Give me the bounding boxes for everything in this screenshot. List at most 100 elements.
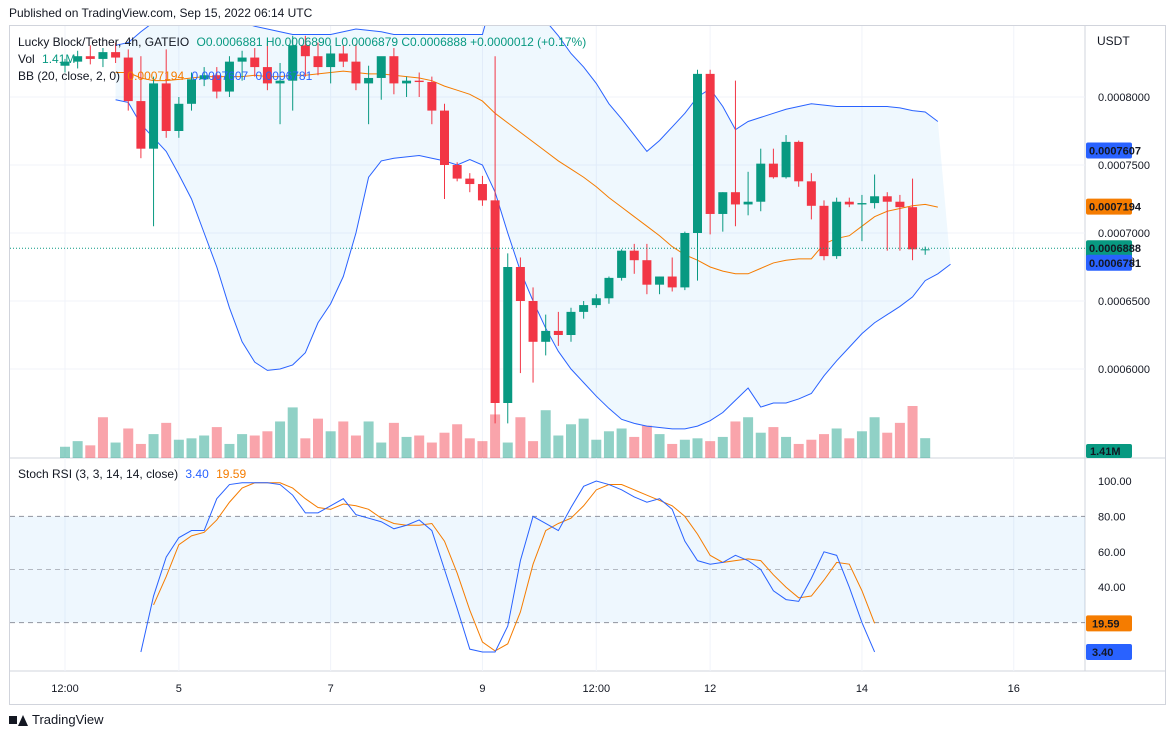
candle-body: [224, 61, 234, 92]
candle-body: [895, 201, 905, 208]
bb-basis-value: 0.0007194: [127, 69, 185, 83]
candle-body: [705, 73, 715, 214]
bb-legend: BB (20, close, 2, 0) 0.0007194 0.0007607…: [18, 68, 316, 84]
volume-bar: [692, 438, 703, 458]
volume-bar: [490, 414, 501, 458]
volume-bar: [743, 417, 754, 458]
volume-bar: [72, 441, 83, 458]
volume-bar: [894, 422, 905, 458]
time-tick-label: 5: [176, 683, 182, 695]
volume-bar: [667, 443, 678, 458]
chart-frame[interactable]: 0.0008000 0.0007500 0.0007000 0.0006500 0.00…: [9, 25, 1166, 705]
candle-body: [376, 56, 386, 78]
candle-body: [123, 57, 133, 102]
volume-bar: [755, 432, 766, 458]
volume-bar: [717, 436, 728, 458]
candle-body: [440, 110, 449, 165]
volume-bar: [477, 441, 488, 458]
candle-body: [642, 260, 652, 285]
candle-body: [541, 330, 551, 342]
volume-label[interactable]: Vol: [18, 52, 35, 66]
bb-upper-tag-text: 0.0007607: [1089, 145, 1141, 157]
candle-body: [452, 165, 462, 179]
bb-basis-tag-text: 0.0007194: [1089, 202, 1142, 214]
stoch-tick-label: 60.00: [1098, 547, 1126, 559]
time-tick-label: 16: [1008, 683, 1020, 695]
chart-svg[interactable]: 0.0008000 0.0007500 0.0007000 0.0006500 0.00…: [10, 26, 1165, 704]
stoch-label[interactable]: Stoch RSI (3, 3, 14, 14, close): [18, 467, 179, 481]
candle-body: [326, 53, 336, 68]
stoch-d-tag: [1086, 615, 1132, 632]
candle-body: [857, 203, 867, 205]
candle-body: [73, 56, 83, 62]
candle-body: [111, 52, 121, 58]
volume-tag-text: 1.41M: [1090, 446, 1121, 458]
volume-bar: [426, 442, 437, 458]
stoch-tick-label: 100.00: [1098, 476, 1132, 488]
volume-bar: [528, 441, 539, 458]
volume-bar: [414, 435, 425, 458]
candle-body: [794, 141, 804, 182]
candle-body: [490, 200, 500, 403]
candle-body: [718, 192, 728, 214]
candle-body: [237, 57, 247, 62]
volume-bar: [186, 438, 197, 458]
bb-label[interactable]: BB (20, close, 2, 0): [18, 69, 121, 83]
candle-body: [351, 61, 361, 84]
volume-bar: [679, 439, 690, 458]
volume-bar: [641, 425, 652, 458]
candle-body: [187, 79, 196, 104]
volume-bar: [819, 434, 829, 458]
volume-value: 1.41M: [42, 52, 76, 66]
volume-bar: [211, 427, 222, 458]
candle-body: [617, 250, 627, 278]
stoch-k-line: [140, 480, 876, 653]
volume-bar: [920, 438, 931, 458]
volume-bar: [502, 442, 513, 458]
time-tick-label: 12:00: [51, 683, 79, 695]
candle-body: [566, 311, 576, 335]
stoch-d-line: [153, 482, 876, 652]
volume-bar: [591, 439, 602, 458]
candle-body: [768, 163, 778, 178]
volume-bar: [856, 431, 867, 458]
volume-bar: [300, 438, 311, 458]
volume-tag: [1086, 444, 1132, 458]
volume-bar: [237, 434, 248, 458]
volume-bar: [907, 406, 918, 458]
candle-body: [364, 77, 374, 84]
volume-bar: [363, 421, 374, 458]
stoch-tick-label: 80.00: [1098, 511, 1126, 523]
volume-bar: [730, 421, 741, 458]
stoch-k-tag: [1086, 643, 1132, 660]
symbol-label[interactable]: Lucky Block/Tether, 4h, GATEIO: [18, 35, 190, 49]
volume-bar: [287, 407, 298, 458]
volume-bar: [616, 428, 627, 458]
candle-body: [300, 45, 310, 57]
volume-bar: [60, 446, 70, 458]
volume-bar: [224, 443, 235, 458]
volume-bar: [173, 439, 184, 458]
price-tick-label: 0.0007000: [1098, 228, 1150, 240]
candle-body: [313, 56, 323, 68]
volume-bar: [553, 435, 564, 458]
candle-body: [338, 53, 348, 62]
currency-label: USDT: [1097, 34, 1130, 48]
volume-bar: [603, 431, 614, 458]
bb-upper-value: 0.0007607: [191, 69, 249, 83]
time-tick-label: 12: [704, 683, 716, 695]
candle-body: [60, 61, 70, 66]
candle-body: [149, 83, 159, 149]
volume-bar: [654, 434, 665, 458]
candle-body: [920, 249, 930, 251]
volume-bar: [97, 417, 108, 458]
volume-bar: [110, 442, 121, 458]
candle-body: [882, 196, 892, 202]
volume-bar: [705, 441, 716, 458]
candle-body: [693, 73, 702, 233]
candle-body: [756, 163, 766, 202]
candle-body: [136, 101, 146, 149]
price-tick-label: 0.0006000: [1098, 364, 1150, 376]
volume-bar: [844, 438, 855, 458]
candle-body: [427, 82, 437, 111]
